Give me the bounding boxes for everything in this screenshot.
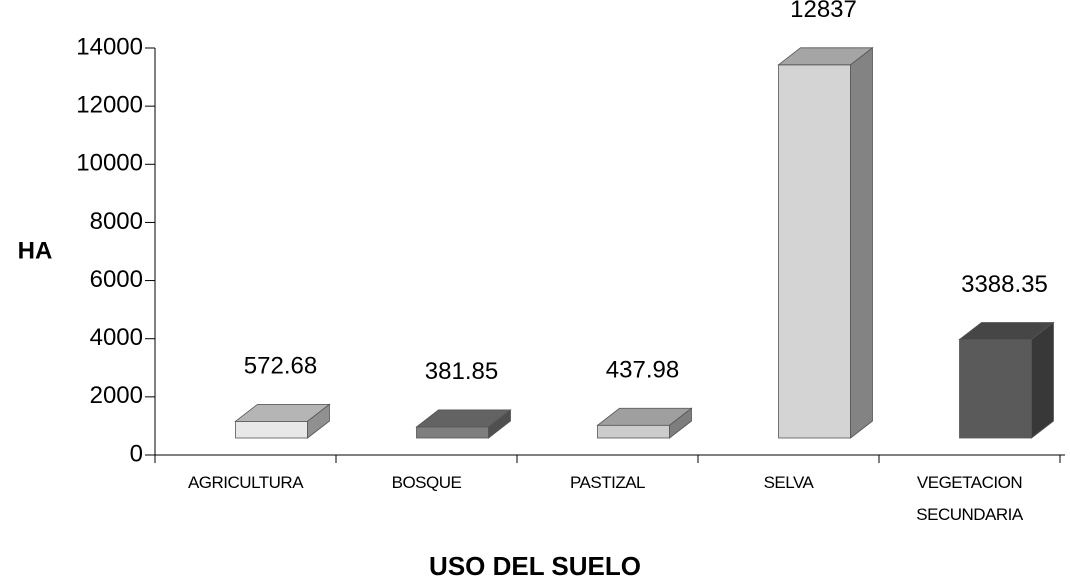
bar-side [669,407,692,439]
bar [777,46,874,439]
bar-side [488,409,511,439]
value-label: 572.68 [244,353,317,380]
x-tick-label: VEGETACION SECUNDARIA [916,473,1023,524]
bar [596,407,693,439]
y-tick-label: 6000 [90,266,143,293]
y-tick-label: 8000 [90,208,143,235]
value-label: 437.98 [606,357,679,384]
bar-front [959,339,1032,439]
y-tick-label: 0 [130,440,143,467]
value-label: 381.85 [425,358,498,385]
value-label: 3388.35 [961,271,1048,298]
y-tick-label: 14000 [76,33,143,60]
x-tick-label: BOSQUE [391,473,462,492]
bar-front [235,420,308,439]
bar [958,321,1055,439]
x-axis-label: USO DEL SUELO [429,551,641,581]
bar-side [1031,321,1054,439]
bar [415,409,512,439]
bar-side [850,46,873,439]
bar-side [307,403,330,439]
y-tick-label: 12000 [76,91,143,118]
y-tick-label: 2000 [90,382,143,409]
y-tick-label: 10000 [76,150,143,177]
y-axis-label: HA [18,237,53,264]
value-label: 12837 [790,0,857,23]
y-tick-label: 4000 [90,324,143,351]
x-tick-label: SELVA [763,473,814,492]
x-tick-label: PASTIZAL [569,473,646,492]
bar [234,403,331,439]
bar-front [778,64,851,439]
bar-front [416,426,489,439]
bar-front [597,424,670,439]
x-tick-label: AGRICULTURA [187,473,304,492]
